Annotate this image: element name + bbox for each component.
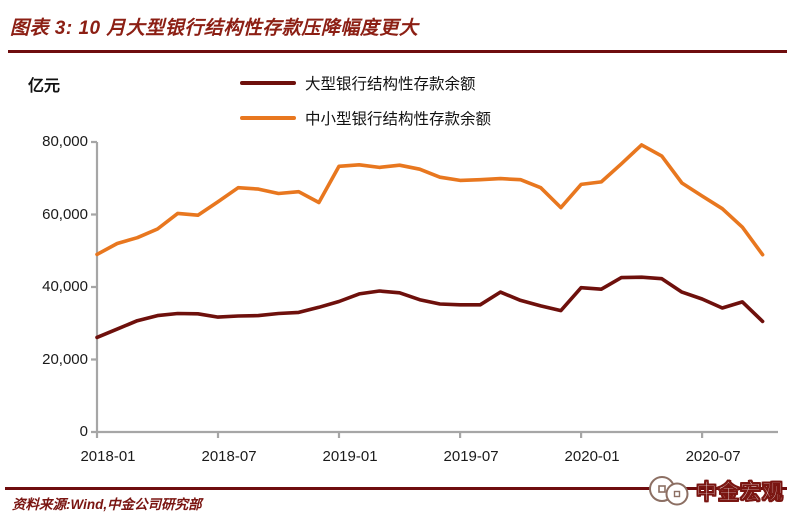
y-tick-label: 60,000: [42, 205, 88, 223]
x-tick-label: 2019-07: [443, 448, 499, 465]
series-large-banks-line: [95, 275, 765, 340]
x-tick-label: 2020-01: [564, 448, 620, 465]
series-small-banks-line: [95, 143, 765, 257]
y-axis-unit-label: 亿元: [28, 78, 61, 95]
chart-axes: [91, 140, 778, 438]
figure-title: 图表 3: 10 月大型银行结构性存款压降幅度更大: [10, 18, 419, 39]
x-tick-label: 2018-01: [80, 448, 136, 465]
x-tick-label: 2020-07: [685, 448, 741, 465]
brand-name: 中金宏观: [696, 481, 784, 505]
legend-label: 中小型银行结构性存款余额: [305, 111, 492, 128]
chart-legend: 大型银行结构性存款余额 中小型银行结构性存款余额: [240, 72, 491, 129]
y-tick-label: 80,000: [42, 133, 88, 150]
title-divider: [8, 50, 787, 53]
y-tick-label: 20,000: [42, 350, 88, 368]
x-tick-label: 2018-07: [201, 448, 257, 465]
legend-line-swatch-dark-red: [240, 80, 296, 86]
legend-item-small-banks: 中小型银行结构性存款余额: [240, 107, 491, 129]
cicc-coins-icon: [649, 476, 689, 506]
source-note: 资料来源:Wind,中金公司研究部: [12, 497, 202, 512]
footer-divider: [5, 487, 787, 490]
y-tick-label: 40,000: [42, 278, 88, 295]
brand-logo: 中金宏观: [646, 473, 784, 509]
y-tick-label: 0: [79, 423, 88, 440]
legend-item-large-banks: 大型银行结构性存款余额: [240, 72, 491, 94]
x-tick-label: 2019-01: [322, 448, 378, 465]
legend-line-swatch-orange: [240, 115, 296, 121]
legend-label: 大型银行结构性存款余额: [305, 76, 476, 93]
